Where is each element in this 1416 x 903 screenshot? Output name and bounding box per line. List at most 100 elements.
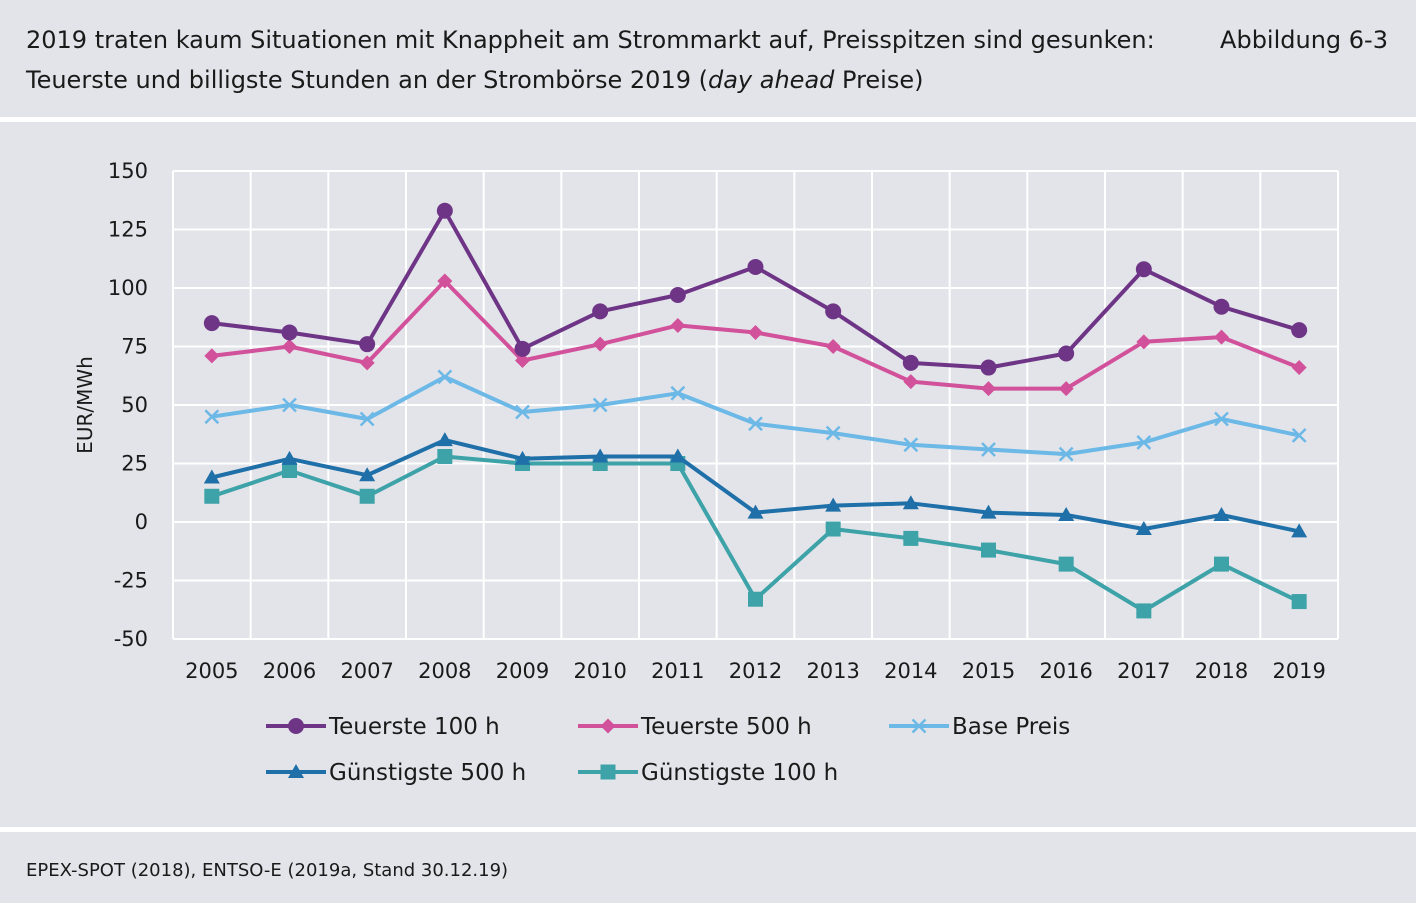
legend-item: Günstigste 500 h: [266, 760, 526, 786]
data-point-marker: [1058, 381, 1074, 397]
data-point-marker: [437, 448, 453, 464]
data-point-marker: [359, 355, 375, 371]
data-point-marker: [359, 488, 375, 504]
title2-text-b: Preise): [834, 66, 924, 94]
data-point-marker: [1058, 446, 1074, 462]
legend-item: Teuerste 500 h: [578, 714, 812, 740]
x-tick-label: 2017: [1117, 659, 1170, 683]
x-tick-label: 2013: [806, 659, 859, 683]
x-tick-label: 2015: [962, 659, 1015, 683]
data-point-marker: [1291, 594, 1307, 610]
data-point-marker: [825, 497, 842, 512]
data-point-marker: [1213, 506, 1230, 521]
legend-item: Günstigste 100 h: [578, 760, 838, 786]
data-point-marker: [1058, 506, 1075, 521]
figure-label: Abbildung 6-3: [1220, 26, 1388, 54]
data-point-marker: [282, 339, 297, 354]
data-point-marker: [825, 339, 841, 354]
legend-label: Teuerste 100 h: [328, 714, 500, 740]
data-point-marker: [1214, 411, 1229, 427]
x-tick-label: 2014: [884, 659, 937, 683]
footer-divider: [0, 827, 1416, 832]
data-point-marker: [592, 303, 609, 320]
data-point-marker: [437, 273, 453, 289]
data-point-marker: [1214, 556, 1229, 572]
title2-text-italic: day ahead: [707, 66, 835, 94]
data-point-marker: [903, 530, 919, 546]
data-point-marker: [981, 381, 996, 397]
data-point-marker: [748, 324, 763, 340]
source-note: EPEX-SPOT (2018), ENTSO-E (2019a, Stand …: [26, 860, 509, 881]
y-tick-label: 50: [121, 393, 148, 417]
data-point-marker: [669, 287, 686, 304]
data-point-marker: [1214, 329, 1229, 345]
data-point-marker: [204, 348, 220, 364]
data-point-marker: [1135, 261, 1152, 278]
data-point-marker: [515, 353, 530, 369]
data-point-marker: [1291, 428, 1307, 443]
data-point-marker: [980, 359, 997, 376]
legend: Teuerste 100 h Teuerste 500 h Base Preis Gü…: [266, 714, 1070, 786]
x-tick-label: 2016: [1039, 659, 1092, 683]
series-guenstigste-100-h: [204, 448, 1307, 619]
series-teuerste-500-h: [204, 273, 1307, 397]
data-point-marker: [592, 397, 608, 413]
series-teuerste-100-h: [203, 202, 1308, 376]
data-point-marker: [359, 467, 376, 482]
y-tick-label: -25: [114, 569, 148, 593]
data-point-marker: [1291, 360, 1307, 376]
data-point-marker: [1135, 521, 1152, 536]
data-point-marker: [670, 317, 686, 333]
x-tick-label: 2012: [729, 659, 782, 683]
data-point-marker: [1058, 345, 1075, 362]
y-tick-label: -50: [114, 627, 148, 651]
x-tick-label: 2008: [418, 659, 471, 683]
data-point-marker: [592, 448, 609, 463]
x-tick-label: 2006: [263, 659, 316, 683]
x-axis-ticks: 2005 2006 2007 2008 2009 2010 2011 2012 2013 2014…: [185, 659, 1326, 683]
data-point-marker: [747, 258, 764, 275]
data-point-marker: [748, 591, 763, 607]
grid-lines: [172, 170, 1339, 640]
data-point-marker: [1136, 435, 1152, 450]
legend-label: Günstigste 100 h: [641, 760, 838, 786]
legend-swatch-marker: [600, 764, 616, 780]
data-point-marker: [825, 303, 842, 320]
data-point-marker: [825, 521, 841, 537]
y-tick-label: 75: [121, 335, 148, 359]
data-point-marker: [204, 409, 220, 425]
data-point-marker: [514, 450, 531, 465]
data-point-marker: [359, 336, 376, 353]
data-point-marker: [1136, 603, 1152, 619]
legend-label: Base Preis: [952, 714, 1070, 740]
legend-swatch-marker: [600, 718, 616, 734]
data-point-marker: [1136, 334, 1152, 350]
x-tick-label: 2009: [496, 659, 549, 683]
data-point-marker: [902, 495, 919, 510]
y-tick-label: 150: [108, 159, 148, 183]
y-tick-label: 25: [121, 452, 148, 476]
title2-text-a: Teuerste und billigste Stunden an der St…: [26, 66, 708, 94]
x-tick-label: 2010: [573, 659, 626, 683]
data-point-marker: [1291, 322, 1308, 339]
data-point-marker: [281, 450, 298, 465]
chart-title-line2: Teuerste und billigste Stunden an der St…: [26, 66, 923, 94]
y-tick-label: 100: [108, 276, 148, 300]
data-point-marker: [980, 504, 997, 519]
data-point-marker: [436, 432, 453, 447]
data-point-marker: [1213, 298, 1230, 315]
figure-header: 2019 traten kaum Situationen mit Knapphe…: [0, 0, 1416, 116]
y-tick-label: 125: [108, 218, 148, 242]
data-point-marker: [515, 404, 530, 420]
data-point-marker: [436, 202, 453, 219]
data-point-marker: [747, 504, 764, 519]
data-point-marker: [670, 385, 686, 401]
data-point-marker: [1291, 523, 1308, 538]
data-point-marker: [669, 448, 686, 463]
series-layer: [203, 202, 1308, 619]
data-point-marker: [903, 374, 919, 390]
data-point-marker: [282, 463, 297, 479]
data-point-marker: [902, 354, 919, 371]
legend-swatch-marker: [288, 764, 304, 778]
